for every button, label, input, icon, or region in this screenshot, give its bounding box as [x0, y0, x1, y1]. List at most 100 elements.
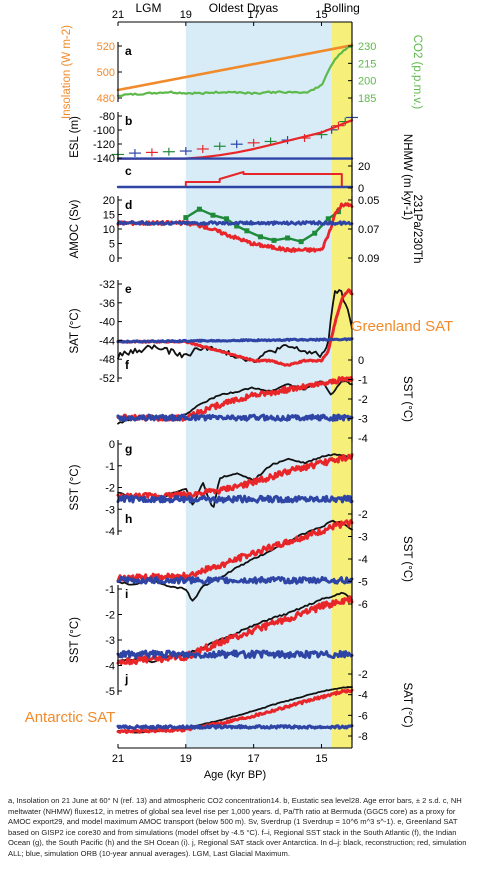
greenland-sat-label: Greenland SAT	[351, 318, 453, 335]
right-axis-label-h: SST (°C)	[401, 536, 413, 582]
bottom-axis-tick-label: 19	[180, 753, 192, 765]
panel-letter-b: b	[125, 114, 132, 128]
right-axis-label-c: NHMW (m kyr-1)	[401, 134, 413, 220]
right-axis-label-d: 231Pa/230Th	[411, 194, 423, 263]
series-e-orb	[116, 337, 354, 344]
series-j-orb	[116, 724, 354, 730]
pa-th-point	[183, 215, 189, 221]
left-axis-label-g: SST (°C)	[69, 464, 81, 510]
pa-th-point	[244, 228, 250, 234]
left-axis-label-e: SAT (°C)	[69, 308, 81, 353]
left-tick-label-d: 0	[109, 253, 115, 265]
right-tick-label-f: -1	[358, 375, 368, 387]
pa-th-point	[210, 212, 216, 218]
right-tick-label-d: 0.07	[358, 224, 379, 236]
pa-th-point	[224, 216, 230, 222]
left-tick-label-b: -80	[99, 111, 115, 123]
series-c-nhmw-flux	[117, 171, 343, 188]
left-axis-label-a: Insolation (W m-2)	[61, 25, 73, 119]
interval-band-bolling	[331, 22, 352, 748]
right-tick-label-h: -6	[358, 599, 368, 611]
right-tick-label-j: -4	[358, 690, 368, 702]
series-i-orb	[116, 649, 354, 660]
top-axis-tick-label: 19	[180, 9, 192, 21]
left-tick-label-b: -120	[93, 139, 115, 151]
period-label-bolling: Bolling	[324, 1, 360, 15]
left-tick-label-e: -36	[99, 298, 115, 310]
series-h-orb	[116, 575, 354, 585]
panel-letter-j: j	[124, 672, 128, 686]
left-tick-label-i: -1	[105, 584, 115, 596]
left-tick-label-a: 520	[97, 41, 115, 53]
left-tick-label-e: -32	[99, 279, 115, 291]
left-axis-label-d: AMOC (Sv)	[69, 199, 81, 258]
right-tick-label-h: -4	[358, 554, 368, 566]
series-f-orb	[116, 413, 354, 422]
left-tick-label-i: -4	[105, 661, 115, 673]
left-tick-label-d: 5	[109, 239, 115, 251]
chart-canvas: 21 19 17 15 LGM Oldest Dryas Bolling 21 19 17 15 Ag…	[25, 1, 453, 781]
left-tick-label-g: -3	[105, 504, 115, 516]
panel-letter-a: a	[125, 44, 132, 58]
right-axis-label-f: SST (°C)	[401, 376, 413, 422]
right-tick-label-a: 200	[358, 76, 376, 88]
panel-letter-h: h	[125, 512, 132, 526]
bottom-axis-tick-label: 21	[112, 753, 124, 765]
right-tick-label-f: -4	[358, 433, 368, 445]
right-axis-label-a: CO2 (p.p.m.v.)	[411, 35, 423, 110]
period-label-oldest-dryas: Oldest Dryas	[209, 1, 278, 15]
panel-letter-d: d	[125, 198, 132, 212]
bottom-axis-tick-label: 15	[315, 753, 327, 765]
left-tick-label-g: -1	[105, 461, 115, 473]
pa-th-point	[285, 235, 291, 241]
right-tick-label-h: -2	[358, 509, 368, 521]
pa-th-point	[312, 230, 318, 236]
right-tick-label-a: 230	[358, 41, 376, 53]
x-axis-label: Age (kyr BP)	[204, 769, 266, 781]
left-tick-label-i: -5	[105, 686, 115, 698]
series-d-amoc-orb	[116, 220, 354, 226]
series-e-gisp2-reconstruction	[117, 289, 353, 363]
series-i-all	[116, 595, 354, 666]
bottom-axis-tick-label: 17	[248, 753, 260, 765]
pa-th-point	[271, 237, 277, 243]
right-tick-label-a: 215	[358, 58, 376, 70]
left-tick-label-d: 15	[103, 210, 115, 222]
left-tick-label-d: 20	[103, 195, 115, 207]
top-axis-tick-label: 15	[315, 9, 327, 21]
right-tick-label-j: -8	[358, 731, 368, 743]
left-tick-label-g: -4	[105, 526, 115, 538]
series-a-co2	[116, 45, 354, 97]
panel-letter-c: c	[125, 164, 132, 178]
series-a-insolation	[116, 44, 354, 92]
top-axis-tick-label: 17	[248, 9, 260, 21]
right-tick-label-j: -2	[358, 669, 368, 681]
left-tick-label-b: -100	[93, 125, 115, 137]
period-label-lgm: LGM	[136, 1, 162, 15]
pa-th-point	[298, 239, 304, 245]
series-g-orb	[116, 494, 354, 504]
left-tick-label-i: -2	[105, 610, 115, 622]
antarctic-sat-label: Antarctic SAT	[25, 709, 116, 726]
pa-th-point	[325, 216, 331, 222]
left-axis-label-i: SST (°C)	[69, 617, 81, 663]
series-g-all	[116, 453, 354, 501]
series-j-all	[116, 688, 354, 734]
left-tick-label-e: -40	[99, 317, 115, 329]
pa-th-point	[196, 206, 202, 212]
right-tick-label-c: 20	[358, 161, 370, 173]
left-tick-label-a: 480	[97, 93, 115, 105]
left-tick-label-e: -44	[99, 335, 115, 347]
left-tick-label-e: -52	[99, 373, 115, 385]
right-tick-label-a: 185	[358, 93, 376, 105]
left-tick-label-g: -2	[105, 483, 115, 495]
panel-letter-f: f	[125, 358, 130, 372]
right-tick-label-h: -3	[358, 532, 368, 544]
left-tick-label-b: -140	[93, 153, 115, 165]
left-tick-label-i: -3	[105, 635, 115, 647]
left-tick-label-a: 500	[97, 67, 115, 79]
right-tick-label-f: -3	[358, 414, 368, 426]
pa-th-point	[257, 234, 263, 240]
right-axis-label-j: SAT (°C)	[401, 682, 413, 727]
